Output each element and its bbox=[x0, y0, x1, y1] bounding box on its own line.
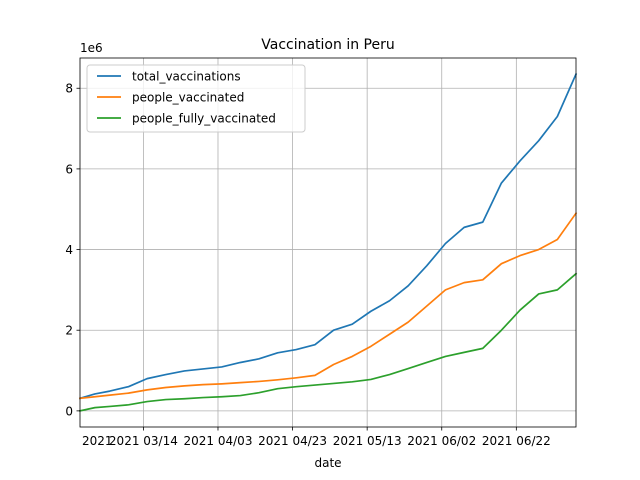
series-line-people-fully-vaccinated bbox=[78, 272, 578, 412]
x-tick-label: 2021 06/22 bbox=[482, 434, 551, 448]
x-tick-label: 2021 03/14 bbox=[109, 434, 178, 448]
legend: total_vaccinations people_vaccinatedpeopl… bbox=[86, 64, 306, 133]
chart-title: Vaccination in Peru bbox=[261, 37, 394, 53]
y-tick-label: 0 bbox=[65, 404, 73, 418]
series-line-total-vaccinations bbox=[78, 73, 578, 400]
plot-lines bbox=[78, 73, 578, 412]
x-tick-label: 2021 06/02 bbox=[407, 434, 476, 448]
legend-label-people-fully-vaccinated: people_fully_vaccinated bbox=[132, 112, 276, 126]
y-tick-label: 6 bbox=[65, 162, 73, 176]
plot-frame bbox=[79, 57, 577, 428]
y-tick-label: 8 bbox=[65, 82, 73, 96]
x-tick-label: 2021 04/03 bbox=[184, 434, 253, 448]
y-axis: 0 2 4 6 8 bbox=[65, 82, 80, 418]
legend-label-people-vaccinated: people_vaccinated bbox=[132, 91, 244, 105]
legend-label-total-vaccinations: total_vaccinations bbox=[132, 70, 241, 84]
x-tick-label: 2021 05/13 bbox=[333, 434, 402, 448]
legend-box bbox=[86, 64, 306, 133]
y-scale-offset-label: 1e6 bbox=[80, 41, 103, 55]
series-line-people-vaccinated bbox=[79, 212, 578, 400]
x-tick-label: 2021 bbox=[82, 434, 113, 448]
x-axis-label: date bbox=[314, 456, 341, 470]
y-tick-label: 2 bbox=[65, 324, 73, 338]
x-tick-label: 2021 04/23 bbox=[258, 434, 327, 448]
y-tick-label: 4 bbox=[65, 243, 73, 257]
